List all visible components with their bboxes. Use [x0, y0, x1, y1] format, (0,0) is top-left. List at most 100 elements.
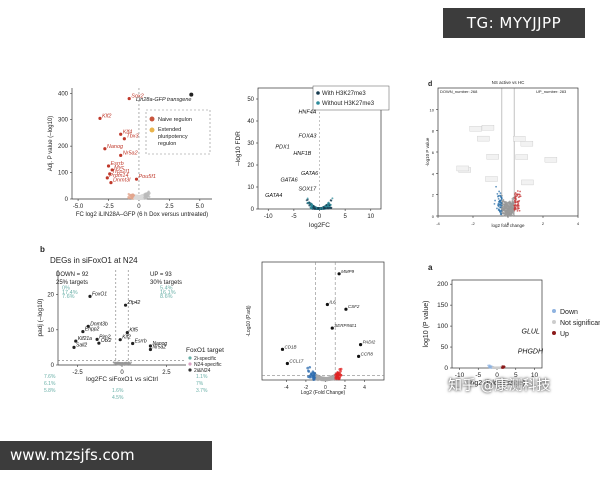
data-point — [141, 194, 144, 197]
data-point — [490, 366, 493, 369]
data-point — [327, 376, 330, 380]
data-point — [122, 362, 124, 365]
legend-label: Extended — [158, 127, 181, 133]
data-point — [132, 194, 135, 197]
data-point — [132, 194, 135, 197]
data-point — [325, 376, 329, 380]
data-point — [138, 197, 142, 200]
data-point — [510, 202, 512, 205]
data-point — [316, 207, 319, 210]
data-point — [124, 361, 127, 364]
data-point — [494, 366, 497, 369]
data-point — [119, 362, 122, 365]
data-point — [336, 371, 339, 374]
data-point — [317, 207, 320, 210]
data-point — [145, 192, 149, 196]
data-point — [507, 208, 510, 211]
data-point — [320, 207, 323, 210]
data-point — [135, 195, 139, 198]
data-point — [142, 194, 145, 198]
y-tick-label: 0 — [444, 365, 448, 372]
data-point — [504, 206, 507, 209]
data-point — [136, 195, 140, 199]
data-point — [318, 376, 322, 380]
highlight-point — [110, 168, 114, 172]
data-point — [136, 195, 140, 198]
data-point — [316, 374, 320, 378]
data-point — [318, 376, 322, 380]
data-point — [494, 366, 497, 369]
data-point — [120, 364, 123, 366]
data-point — [497, 366, 500, 369]
data-point — [120, 363, 123, 366]
data-point — [496, 366, 499, 369]
data-point — [321, 377, 324, 381]
data-point — [121, 362, 124, 365]
data-point — [495, 366, 498, 369]
data-point — [500, 366, 503, 369]
data-point — [316, 375, 320, 378]
up-pct: 30% targets — [150, 280, 182, 286]
data-point — [137, 195, 141, 198]
data-point — [506, 207, 509, 209]
data-point — [314, 206, 317, 209]
data-point — [506, 211, 508, 214]
data-point — [317, 375, 321, 379]
data-point — [492, 366, 495, 369]
data-point — [135, 197, 138, 200]
data-point — [316, 376, 319, 380]
data-point — [331, 375, 334, 379]
data-point — [498, 366, 501, 369]
data-point — [501, 200, 504, 203]
data-point — [516, 193, 519, 196]
data-point — [331, 375, 335, 378]
data-point — [322, 377, 326, 381]
legend-label: Up — [560, 331, 569, 338]
data-point — [322, 377, 325, 381]
gene-label: GATA4 — [265, 193, 282, 199]
data-point — [117, 362, 120, 365]
data-point — [492, 366, 495, 369]
data-point — [319, 376, 322, 380]
data-point — [510, 212, 513, 215]
data-point — [498, 209, 501, 212]
data-point — [323, 377, 326, 380]
data-point — [328, 376, 331, 380]
data-point — [502, 199, 504, 202]
data-point — [142, 195, 146, 199]
data-point — [497, 366, 500, 369]
data-point — [121, 362, 123, 365]
data-point — [510, 202, 513, 205]
data-point — [504, 200, 506, 203]
data-point — [504, 205, 506, 208]
data-point — [327, 378, 331, 381]
data-point — [322, 377, 326, 381]
data-point — [135, 194, 139, 198]
data-point — [328, 377, 331, 381]
data-point — [315, 376, 319, 380]
data-point — [497, 203, 500, 206]
data-point — [136, 196, 140, 199]
data-point — [121, 363, 123, 365]
data-point — [492, 366, 495, 369]
data-point — [333, 375, 337, 378]
data-point — [325, 206, 328, 209]
data-point — [505, 210, 507, 212]
data-point — [330, 376, 333, 379]
data-point — [129, 194, 133, 197]
data-point — [307, 201, 310, 204]
y-tick-label: 30 — [247, 141, 254, 147]
data-point — [122, 363, 125, 365]
data-point — [309, 375, 313, 379]
data-point — [117, 363, 119, 365]
data-point — [504, 211, 507, 214]
data-point — [144, 195, 147, 199]
data-point — [496, 366, 499, 369]
data-point — [120, 362, 122, 365]
data-point — [323, 376, 326, 380]
data-point — [318, 375, 321, 379]
data-point — [491, 366, 494, 369]
data-point — [507, 209, 510, 212]
data-point — [115, 362, 118, 364]
